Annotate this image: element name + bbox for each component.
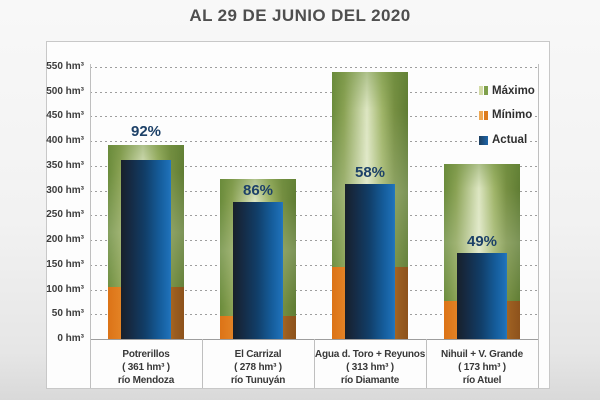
legend-label-maximo: Máximo <box>492 84 535 97</box>
bar-actual-2 <box>345 184 395 339</box>
category-separator-2 <box>314 339 315 388</box>
category-river: río Atuel <box>462 375 502 386</box>
y-tick-label-500: 500 hm³ <box>46 85 84 97</box>
y-tick-label-300: 300 hm³ <box>46 184 84 196</box>
gridline-400 <box>90 141 538 143</box>
y-tick-label-400: 400 hm³ <box>46 135 84 147</box>
category-name: Agua d. Toro + Reyunos <box>314 349 426 360</box>
category-volume: ( 278 hm³ ) <box>234 362 282 373</box>
minimo-swatch-icon <box>479 110 488 120</box>
y-tick-label-550: 550 hm³ <box>46 61 84 72</box>
bar-actual-3 <box>457 253 507 339</box>
category-name: Nihuil + V. Grande <box>441 349 523 360</box>
y-tick-label-250: 250 hm³ <box>46 209 84 221</box>
gridline-500 <box>90 91 538 93</box>
plot-right-border <box>538 64 539 388</box>
y-tick-label-0: 0 hm³ <box>57 333 84 344</box>
gridline-150 <box>90 264 538 266</box>
legend-label-actual: Actual <box>492 134 528 147</box>
y-tick-label-450: 450 hm³ <box>46 110 84 122</box>
category-river: río Tunuyán <box>230 375 286 386</box>
category-river: río Diamante <box>340 375 400 386</box>
category-label-0: Potrerillos ( 361 hm³ ) río Mendoza <box>90 348 202 387</box>
bar-actual-0 <box>121 160 171 339</box>
legend-item-maximo: Máximo <box>477 83 538 98</box>
category-separator-1 <box>202 339 203 388</box>
category-volume: ( 173 hm³ ) <box>458 362 506 373</box>
gridline-300 <box>90 190 538 192</box>
gridline-450 <box>90 116 538 118</box>
category-volume: ( 361 hm³ ) <box>122 362 170 373</box>
category-river: río Mendoza <box>117 375 175 386</box>
category-label-1: El Carrizal ( 278 hm³ ) río Tunuyán <box>202 348 314 387</box>
gridline-250 <box>90 215 538 217</box>
percent-label-2: 58% <box>354 164 386 182</box>
chart-title: AL 29 DE JUNIO DEL 2020 <box>189 6 411 25</box>
percent-label-0: 92% <box>130 123 162 141</box>
gridline-100 <box>90 289 538 291</box>
percent-label-3: 49% <box>466 233 498 251</box>
legend-item-actual: Actual <box>477 133 531 148</box>
legend-label-minimo: Mínimo <box>492 109 533 122</box>
gridline-200 <box>90 240 538 242</box>
y-tick-label-100: 100 hm³ <box>46 283 84 295</box>
actual-swatch-icon <box>479 135 488 145</box>
maximo-swatch-icon <box>479 86 488 96</box>
category-name: El Carrizal <box>234 349 282 360</box>
y-tick-label-150: 150 hm³ <box>46 258 84 270</box>
gridline-550 <box>90 67 538 68</box>
gridline-350 <box>90 165 538 167</box>
y-tick-label-350: 350 hm³ <box>46 159 84 171</box>
category-volume: ( 313 hm³ ) <box>346 362 394 373</box>
percent-label-1: 86% <box>242 181 274 199</box>
category-separator-3 <box>426 339 427 388</box>
category-label-3: Nihuil + V. Grande ( 173 hm³ ) río Atuel <box>426 348 538 387</box>
category-label-2: Agua d. Toro + Reyunos ( 313 hm³ ) río Dia… <box>314 348 426 387</box>
legend-item-minimo: Mínimo <box>477 108 536 123</box>
gridline-50 <box>90 314 538 316</box>
y-tick-label-200: 200 hm³ <box>46 234 84 246</box>
y-tick-label-50: 50 hm³ <box>51 308 84 320</box>
bar-actual-1 <box>233 201 283 339</box>
category-name: Potrerillos <box>122 349 170 360</box>
plot-left-border <box>90 64 91 388</box>
